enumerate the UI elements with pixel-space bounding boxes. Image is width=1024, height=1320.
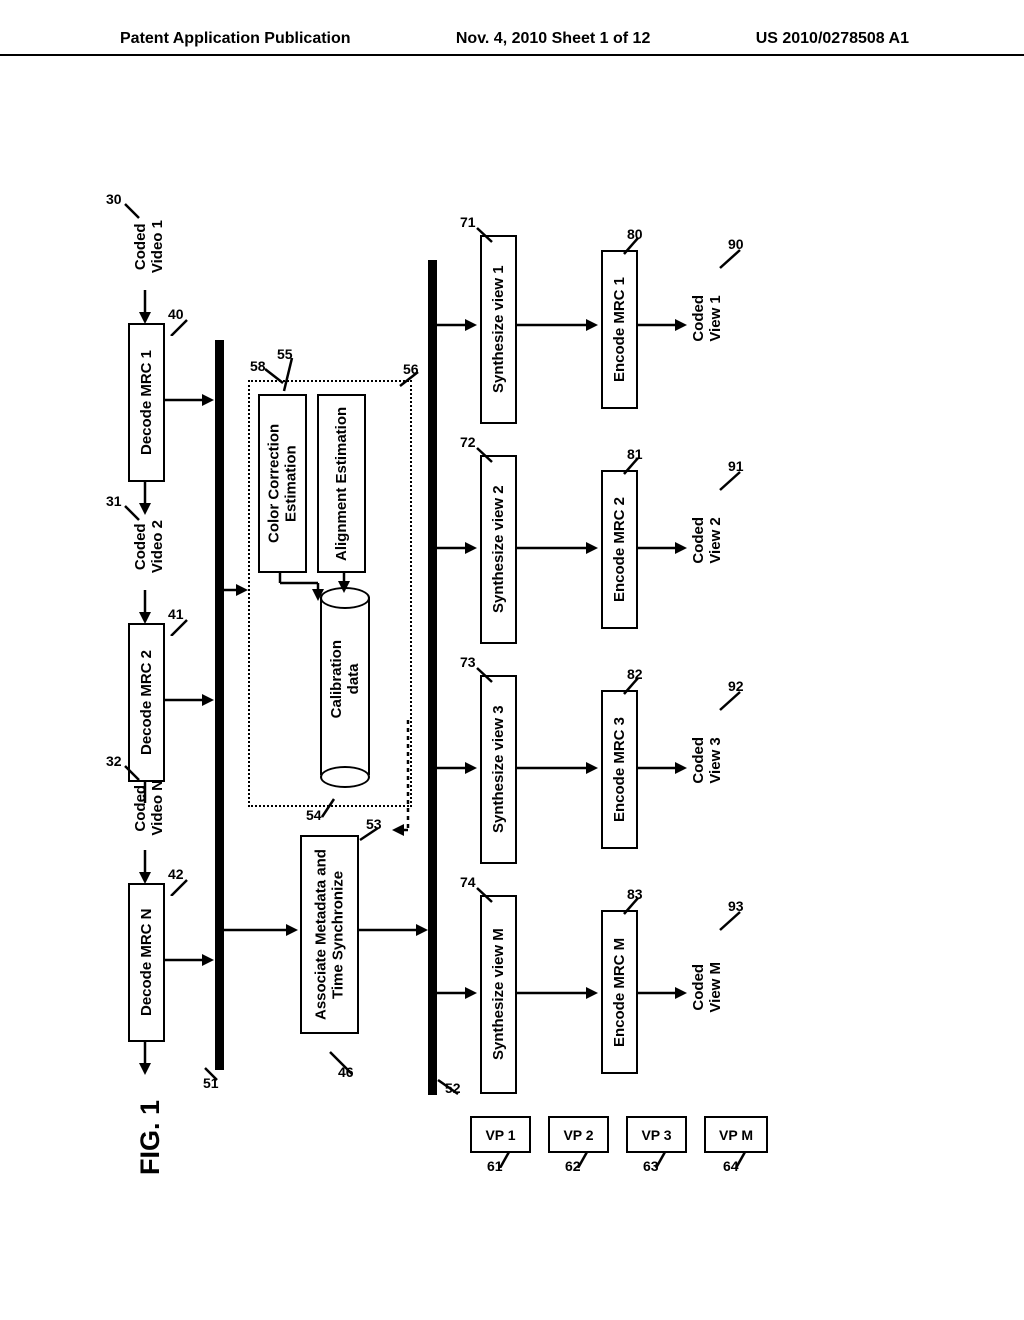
output-0: Coded View 1 — [690, 295, 724, 342]
encode-2: Encode MRC 3 — [601, 690, 638, 849]
output-2: Coded View 3 — [690, 737, 724, 784]
figure-label: FIG. 1 — [135, 1100, 166, 1175]
output-1: Coded View 2 — [690, 517, 724, 564]
encode-1: Encode MRC 2 — [601, 470, 638, 629]
decoder-2: Decode MRC N — [128, 883, 165, 1042]
alignment: Alignment Estimation — [317, 394, 366, 573]
bus-52 — [428, 260, 437, 1095]
color-correction: Color Correction Estimation — [258, 394, 307, 573]
calib: Calibration data — [328, 640, 362, 718]
header-right: US 2010/0278508 A1 — [756, 30, 909, 48]
header-center: Nov. 4, 2010 Sheet 1 of 12 — [456, 30, 650, 48]
header-left: Patent Application Publication — [120, 30, 351, 48]
encode-3: Encode MRC M — [601, 910, 638, 1074]
diagram: FIG. 1 Coded Video 1 30 Coded Video 2 31… — [50, 180, 974, 1240]
decoder-1: Decode MRC 2 — [128, 623, 165, 782]
associate: Associate Metadata and Time Synchronize — [300, 835, 359, 1034]
group-num: 58 — [250, 358, 266, 374]
header: Patent Application Publication Nov. 4, 2… — [0, 0, 1024, 56]
output-3: Coded View M — [690, 962, 724, 1013]
decoder-0: Decode MRC 1 — [128, 323, 165, 482]
encode-0: Encode MRC 1 — [601, 250, 638, 409]
